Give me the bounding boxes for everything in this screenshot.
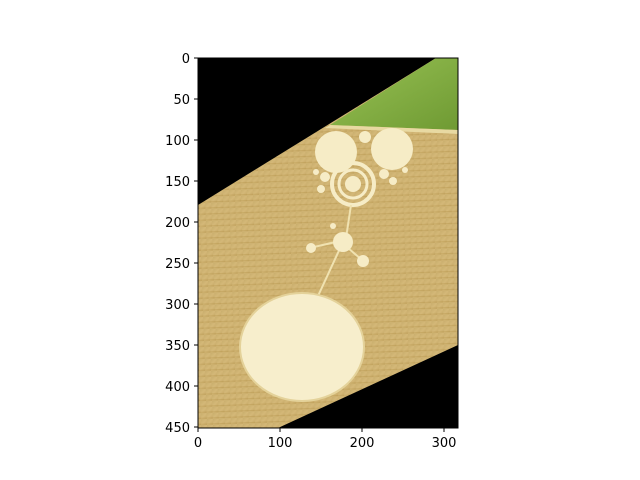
plot-frame [197, 57, 459, 429]
x-tick-label: 0 [194, 436, 202, 451]
y-tick-labels: 0 50 100 150 200 250 300 350 400 450 [165, 52, 190, 436]
y-tick-label: 450 [165, 421, 190, 436]
crop-circle [320, 172, 330, 182]
y-tick-label: 400 [165, 380, 190, 395]
y-tick-label: 300 [165, 298, 190, 313]
crop-circle [359, 131, 371, 143]
y-tick-label: 200 [165, 216, 190, 231]
y-tick-label: 50 [173, 93, 190, 108]
concentric-ring [330, 161, 376, 207]
ring-center [345, 176, 361, 192]
x-tick-labels: 0 100 200 300 [194, 436, 457, 451]
large-crop-circle-shade [239, 292, 365, 402]
y-tick-label: 150 [165, 175, 190, 190]
x-tick-label: 300 [432, 436, 457, 451]
crop-circle [371, 128, 413, 170]
crop-circle [402, 167, 408, 173]
x-tick-label: 200 [350, 436, 375, 451]
large-crop-circle [240, 293, 364, 401]
y-tick-label: 100 [165, 134, 190, 149]
crop-circle [357, 255, 369, 267]
crop-circle [315, 131, 357, 173]
y-axis [194, 57, 198, 428]
grass-strip [330, 58, 458, 130]
x-tick-label: 100 [268, 436, 293, 451]
crop-circle [333, 232, 353, 252]
crop-circle [313, 169, 319, 175]
crop-circle [317, 185, 325, 193]
x-axis [197, 428, 445, 432]
crop-circle [330, 223, 336, 229]
y-tick-label: 0 [182, 52, 190, 67]
aerial-photo [198, 58, 458, 428]
crop-circle [379, 169, 389, 179]
crop-circle [389, 177, 397, 185]
y-tick-label: 250 [165, 257, 190, 272]
crop-circle [306, 243, 316, 253]
y-tick-label: 350 [165, 339, 190, 354]
